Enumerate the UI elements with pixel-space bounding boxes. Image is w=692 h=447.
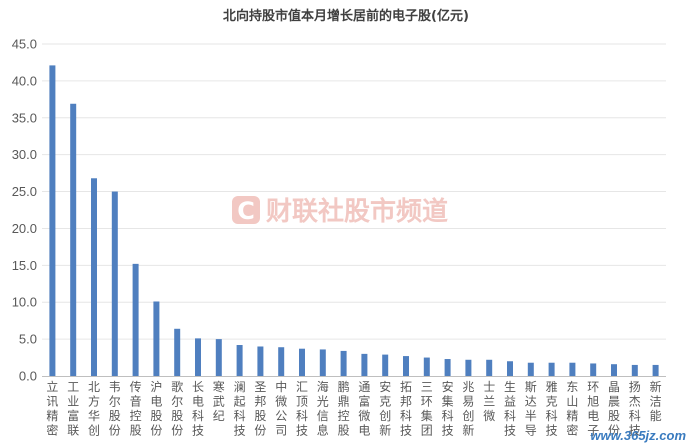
- y-tick-label: 35.0: [12, 110, 37, 125]
- bar: [403, 356, 409, 376]
- x-tick-label: 中微公司: [275, 379, 287, 438]
- x-tick-label: 三环集团: [421, 380, 433, 438]
- bar: [423, 357, 430, 376]
- x-axis-labels: 立讯精密工业富联北方华创韦尔股份传音控股沪电股份歌尔股份长电科技寒武纪澜起科技圣…: [46, 379, 661, 438]
- y-tick-label: 5.0: [19, 332, 37, 347]
- bar: [590, 363, 597, 376]
- y-tick-label: 25.0: [12, 184, 37, 199]
- x-tick-label: 立讯精密: [46, 379, 58, 438]
- chart-title: 北向持股市值本月增长居前的电子股(亿元): [223, 8, 469, 24]
- x-tick-label: 安克创新: [379, 379, 391, 438]
- bar: [444, 359, 451, 376]
- y-tick-label: 40.0: [12, 73, 37, 88]
- bar: [257, 346, 264, 376]
- bar: [548, 362, 555, 376]
- x-tick-label: 新洁能: [650, 379, 662, 423]
- x-tick-label: 生益科技: [504, 380, 516, 438]
- bar: [569, 362, 576, 376]
- x-tick-label: 传音控股: [130, 379, 142, 438]
- y-tick-label: 10.0: [12, 295, 37, 310]
- bar: [611, 364, 617, 376]
- x-tick-label: 晶晨股份: [608, 380, 620, 438]
- x-tick-label: 兆易创新: [462, 380, 474, 438]
- bar: [278, 347, 285, 376]
- watermark-logo-icon: [232, 196, 260, 224]
- y-tick-label: 45.0: [12, 37, 37, 52]
- bar: [465, 359, 472, 376]
- y-tick-label: 15.0: [12, 258, 37, 273]
- bar: [340, 350, 347, 376]
- bar: [195, 338, 201, 376]
- x-tick-label: 北方华创: [88, 380, 100, 438]
- x-tick-label: 东山精密: [566, 380, 578, 438]
- bar: [111, 191, 118, 376]
- bar: [319, 349, 326, 376]
- bar: [174, 328, 181, 376]
- bar: [49, 65, 56, 376]
- x-tick-label: 歌尔股份: [171, 379, 183, 438]
- x-tick-label: 鹏鼎控股: [338, 380, 350, 438]
- y-tick-label: 30.0: [12, 147, 37, 162]
- bar: [153, 301, 160, 376]
- y-tick-label: 20.0: [12, 221, 37, 236]
- x-tick-label: 雅克科技: [546, 379, 558, 438]
- y-tick-label: 0.0: [19, 369, 37, 384]
- bar: [631, 364, 638, 376]
- x-tick-label: 通富微电: [358, 380, 370, 438]
- bar: [91, 178, 97, 376]
- x-tick-label: 斯达半导: [525, 380, 537, 438]
- bar: [361, 353, 368, 376]
- x-tick-label: 士兰微: [483, 380, 495, 423]
- bar: [236, 345, 243, 376]
- bar: [382, 354, 389, 376]
- y-axis-ticks: 0.0 5.0 10.0 15.0 20.0 25.0 30.0 35.0 40.0 45.0: [12, 37, 37, 384]
- watermark-text: 财联社股市频道: [266, 196, 448, 227]
- x-tick-label: 拓邦科技: [400, 380, 412, 438]
- x-tick-label: 长电科技: [192, 380, 204, 438]
- site-watermark: www.365jz.com: [590, 428, 686, 443]
- bar: [507, 361, 513, 376]
- x-tick-label: 工业富联: [67, 380, 79, 438]
- x-tick-label: 寒武纪: [213, 379, 225, 423]
- x-tick-label: 圣邦股份: [254, 380, 266, 438]
- gridlines: [42, 43, 666, 340]
- x-tick-label: 韦尔股份: [109, 380, 121, 438]
- watermark: C 财联社股市频道: [232, 196, 448, 227]
- x-tick-label: 扬杰科技: [629, 379, 641, 438]
- bars: [49, 65, 659, 376]
- x-tick-label: 汇顶科技: [296, 380, 308, 438]
- watermark-logo-letter: C: [237, 197, 255, 225]
- bar: [70, 103, 77, 376]
- x-tick-label: 环旭电子: [587, 380, 599, 438]
- bar: [132, 263, 139, 376]
- bar: [486, 359, 493, 376]
- x-tick-label: 海光信息: [317, 379, 329, 438]
- bar: [527, 362, 534, 376]
- bar: [215, 339, 222, 376]
- bar: [652, 364, 659, 376]
- x-tick-label: 安集科技: [442, 379, 454, 438]
- x-tick-label: 沪电股份: [150, 380, 162, 438]
- bar: [299, 348, 305, 376]
- x-tick-label: 澜起科技: [234, 380, 246, 438]
